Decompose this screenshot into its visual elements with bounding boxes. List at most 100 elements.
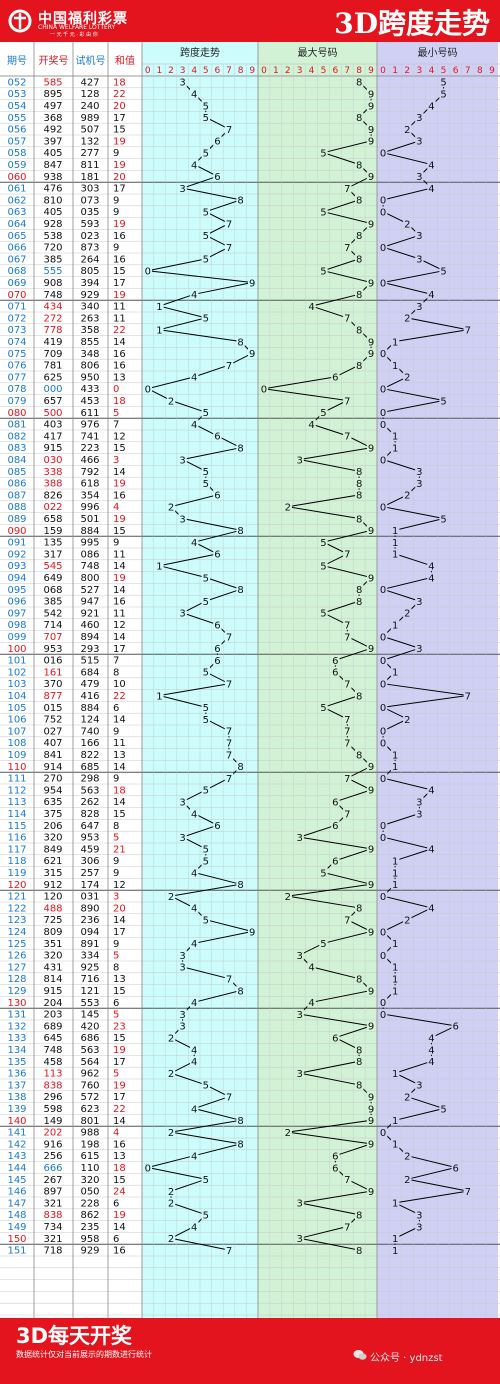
span-marker-bg [224,123,234,135]
trial-number: 563 [80,785,99,796]
column-header: 开奖号 [39,54,69,67]
sum-value: 19 [113,290,126,301]
logo-slogan: 一 元 千 元 · 彩 由 你 [50,32,98,38]
trial-number: 501 [80,514,99,525]
max-marker: 5 [320,408,326,419]
max-marker-bg [366,442,376,453]
period-number: 077 [7,372,26,383]
min-marker: 0 [380,455,386,466]
max-marker: 6 [332,857,338,868]
span-marker: 6 [214,432,220,443]
period-number: 057 [7,136,26,147]
max-marker-bg [307,300,316,312]
min-marker: 4 [428,160,434,171]
period-number: 079 [7,396,26,407]
max-marker: 7 [344,621,350,632]
trial-number: 320 [80,1175,99,1186]
max-marker: 3 [296,1010,302,1021]
period-number: 076 [7,361,26,372]
min-marker-bg [378,194,388,206]
draw-number: 657 [43,396,62,407]
trial-number: 094 [80,927,99,938]
period-number: 135 [7,1057,26,1068]
draw-number: 778 [43,325,62,336]
min-marker-bg [427,843,436,855]
span-marker: 5 [203,314,209,325]
draw-number: 030 [43,455,62,466]
min-marker: 0 [380,1128,386,1139]
period-number: 099 [7,632,26,643]
max-marker-bg [343,395,352,406]
min-marker: 0 [380,727,386,738]
max-marker: 2 [285,892,291,903]
digit-header: 7 [344,66,350,76]
span-marker-bg [201,312,210,324]
min-marker-bg [427,1056,436,1067]
trial-number: 748 [80,561,99,572]
min-marker-bg [403,1174,412,1185]
period-number: 070 [7,290,26,301]
sum-value: 11 [113,302,126,313]
trial-number: 684 [80,667,99,678]
max-marker: 3 [296,833,302,844]
draw-number: 625 [43,372,62,383]
min-marker: 3 [416,231,422,242]
sum-value: 14 [113,1222,126,1233]
sum-value: 24 [113,1187,126,1198]
max-marker-bg [354,973,364,984]
sum-value: 16 [113,361,126,372]
sum-value: 18 [113,1163,126,1174]
min-marker: 1 [392,337,398,348]
trial-number: 925 [80,962,99,973]
max-marker-bg [366,879,376,890]
period-number: 064 [7,219,26,230]
max-marker: 9 [368,573,374,584]
span-marker-bg [224,359,234,371]
min-marker-bg [415,300,424,312]
period-number: 138 [7,1092,26,1103]
span-marker-bg [224,1244,234,1256]
max-marker-bg [366,761,376,772]
span-marker-bg [201,595,210,607]
min-trend-line [381,81,468,1251]
period-number: 137 [7,1080,26,1091]
min-marker-bg [378,725,388,737]
min-marker-bg [378,654,388,666]
period-number: 100 [7,644,26,655]
trial-number: 647 [80,821,99,832]
max-marker: 8 [356,1211,362,1222]
trial-number: 760 [80,1080,99,1091]
min-marker-bg [415,1209,424,1220]
max-marker-bg [343,808,352,819]
trial-number: 427 [80,77,99,88]
span-marker-bg [201,855,210,866]
max-marker: 0 [261,385,267,396]
min-marker: 1 [392,550,398,561]
max-marker-bg [366,1020,376,1032]
max-marker: 9 [368,137,374,148]
sum-value: 19 [113,1045,126,1056]
span-marker-bg [213,643,222,654]
sum-value: 16 [113,231,126,242]
span-marker-bg [201,1079,210,1091]
min-marker: 1 [392,526,398,537]
min-marker-bg [403,713,412,725]
max-marker-bg [366,525,376,536]
max-marker-bg [283,501,292,512]
period-number: 093 [7,561,26,572]
trial-number: 023 [80,231,99,242]
span-marker: 6 [214,137,220,148]
draw-number: 838 [43,1080,62,1091]
max-marker-bg [354,1056,364,1067]
draw-number: 206 [43,821,62,832]
period-number: 116 [7,833,26,844]
min-marker-bg [427,159,436,170]
max-marker: 7 [344,432,350,443]
trial-number: 741 [80,431,99,442]
span-marker: 7 [226,774,232,785]
span-marker-bg [224,725,234,737]
trial-number: 236 [80,915,99,926]
trial-number: 460 [80,620,99,631]
period-number: 060 [7,172,26,183]
sum-value: 14 [113,561,126,572]
